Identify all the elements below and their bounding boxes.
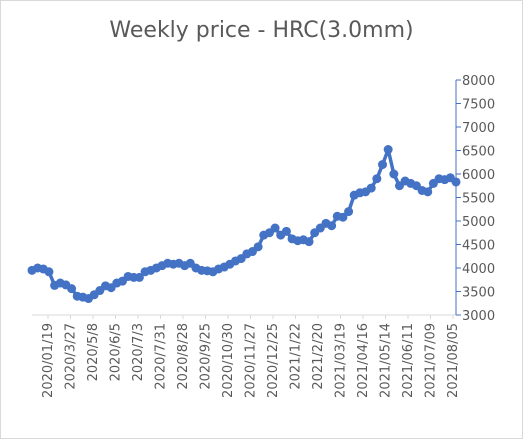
data-point: [451, 177, 461, 187]
x-tick-label: 2020/12/25: [266, 323, 281, 398]
x-tick-label: 2020/8/28: [176, 323, 191, 390]
y-tick-label: 7000: [462, 121, 495, 136]
y-tick-label: 3000: [462, 309, 495, 324]
data-point: [366, 183, 376, 193]
data-point: [44, 267, 54, 277]
y-tick-label: 8000: [462, 74, 495, 89]
data-point: [270, 223, 280, 233]
x-tick-label: 2020/6/5: [109, 323, 124, 381]
data-point: [344, 207, 354, 217]
y-tick-label: 5500: [462, 192, 495, 207]
x-tick-label: 2020/01/19: [41, 323, 56, 398]
data-point: [372, 174, 382, 184]
x-tick-label: 2021/06/11: [401, 323, 416, 398]
x-tick-label: 2020/5/8: [86, 323, 101, 381]
x-tick-label: 2020/3/27: [64, 323, 79, 390]
data-point: [134, 272, 144, 282]
x-tick-label: 2021/2/20: [311, 323, 326, 390]
data-point: [67, 284, 77, 294]
x-tick-label: 2021/03/19: [334, 323, 349, 398]
data-point: [281, 226, 291, 236]
x-tick-label: 2020/9/25: [199, 323, 214, 390]
x-tick-label: 2021/08/05: [446, 323, 461, 398]
x-tick-label: 2020/10/30: [221, 323, 236, 398]
y-tick-label: 4000: [462, 262, 495, 277]
data-point: [304, 237, 314, 247]
y-tick-label: 3500: [462, 286, 495, 301]
y-tick-label: 5000: [462, 215, 495, 230]
y-tick-label: 6000: [462, 168, 495, 183]
x-tick-label: 2021/1/22: [289, 323, 304, 390]
chart-title: Weekly price - HRC(3.0mm): [109, 18, 414, 43]
x-tick-label: 2020/11/27: [244, 323, 259, 398]
data-point: [423, 187, 433, 197]
data-point: [327, 221, 337, 231]
y-tick-label: 4500: [462, 239, 495, 254]
x-tick-label: 2021/05/14: [379, 323, 394, 398]
y-tick-label: 7500: [462, 98, 495, 113]
x-tick-label: 2020/7/31: [154, 323, 169, 390]
x-tick-label: 2021/04/16: [356, 323, 371, 398]
data-point: [338, 212, 348, 222]
x-tick-label: 2020/7/3: [131, 323, 146, 381]
data-point: [383, 145, 393, 155]
data-point: [389, 169, 399, 179]
data-point: [378, 160, 388, 170]
x-tick-label: 2021/07/09: [424, 323, 439, 398]
data-point: [253, 242, 263, 252]
y-tick-label: 6500: [462, 145, 495, 160]
